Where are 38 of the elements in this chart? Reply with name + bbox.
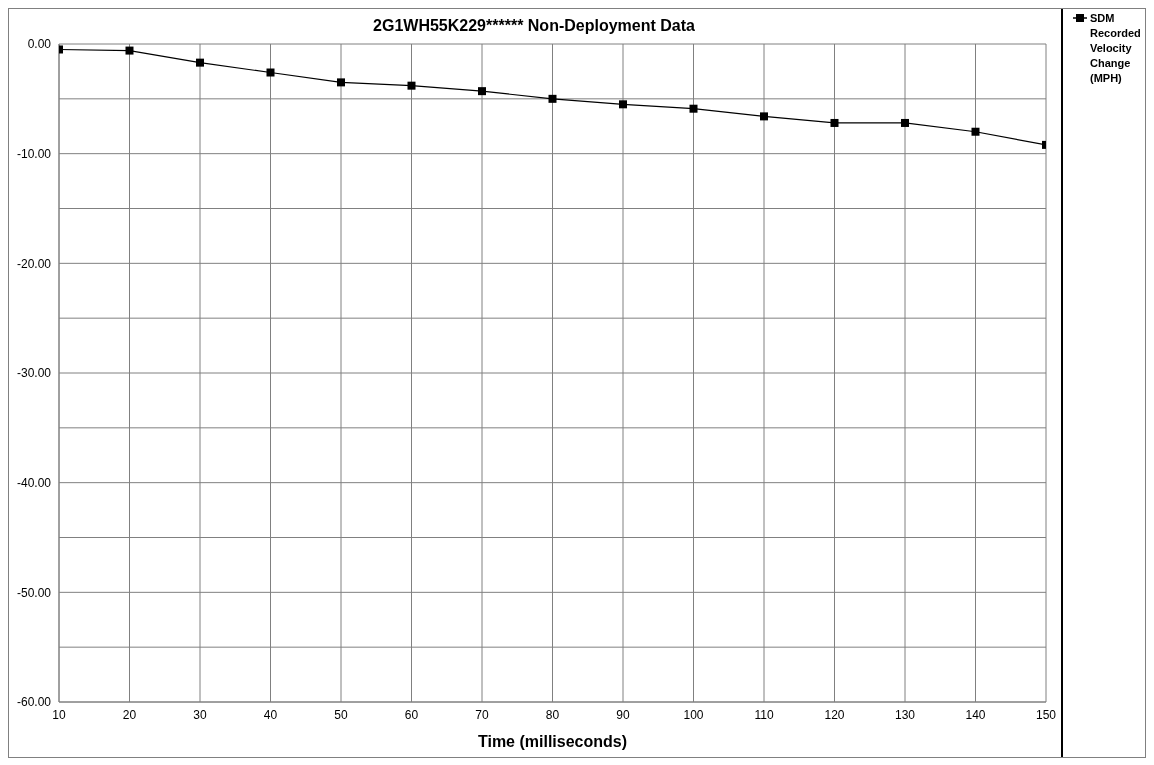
y-tick-label: -40.00	[16, 475, 52, 490]
point	[125, 46, 134, 55]
chart-title: 2G1WH55K229****** Non-Deployment Data	[372, 17, 696, 35]
point	[689, 104, 698, 113]
x-tick-label: 80	[545, 707, 560, 722]
point	[971, 127, 980, 136]
point	[760, 112, 768, 121]
y-tick-label: 0.00	[27, 37, 52, 52]
y-tick-label: -30.00	[16, 366, 52, 381]
x-tick-label: 10	[52, 707, 66, 722]
y-tick-label: -50.00	[16, 585, 52, 600]
x-tick-label: 40	[263, 707, 278, 722]
y-tick-label: -60.00	[16, 695, 52, 710]
x-tick-label: 120	[824, 707, 845, 722]
point	[901, 118, 909, 127]
x-tick-label: 150	[1035, 707, 1057, 722]
x-tick-label: 140	[965, 707, 986, 722]
x-tick-label: 30	[193, 707, 207, 722]
y-tick-label: -10.00	[16, 146, 52, 161]
x-tick-label: 70	[475, 707, 489, 722]
point	[337, 78, 345, 87]
y-tick-label: -20.00	[16, 256, 52, 271]
x-tick-label: 50	[334, 707, 348, 722]
point	[478, 87, 486, 96]
x-tick-label: 130	[894, 707, 916, 722]
x-tick-label: 20	[122, 707, 137, 722]
x-tick-label: 100	[683, 707, 704, 722]
point	[548, 94, 557, 103]
point	[830, 118, 839, 127]
point	[407, 81, 416, 90]
point	[196, 58, 204, 67]
x-tick-label: 110	[754, 707, 774, 722]
x-axis-title: Time (milliseconds)	[477, 733, 628, 750]
x-tick-label: 60	[404, 707, 419, 722]
point	[619, 100, 627, 109]
x-tick-label: 90	[616, 707, 630, 722]
legend-label: SDM Recorded Velocity Change (MPH)	[1090, 11, 1142, 86]
point	[266, 68, 275, 77]
